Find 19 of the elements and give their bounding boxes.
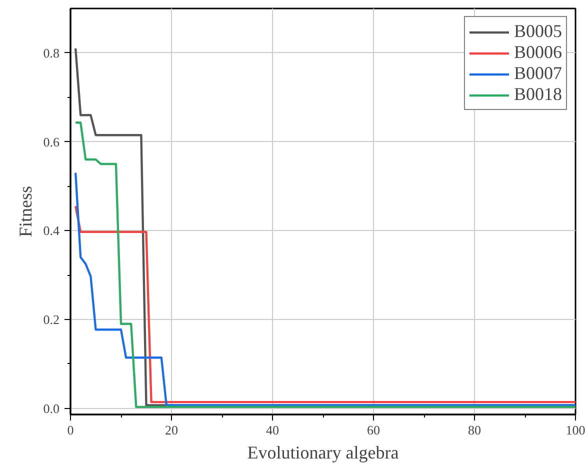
x-tick-label: 0 (67, 422, 74, 438)
line-series (74, 172, 576, 406)
legend-label: B0018 (514, 84, 562, 105)
x-tick-label: 80 (468, 422, 481, 438)
legend-label: B0005 (514, 21, 562, 42)
y-axis-title: Fitness (15, 186, 36, 238)
line-series (74, 122, 576, 408)
legend-label: B0006 (514, 42, 562, 63)
x-tick-label: 100 (566, 422, 586, 438)
x-tick-label: 60 (367, 422, 380, 438)
y-tick-label: 0.0 (43, 400, 60, 416)
y-tick-label: 0.8 (43, 45, 60, 60)
x-axis-title: Evolutionary algebra (247, 442, 399, 462)
legend-label: B0007 (514, 63, 562, 84)
y-tick-label: 0.4 (43, 223, 60, 238)
y-tick-label: 0.2 (43, 312, 60, 327)
x-tick-label: 20 (165, 422, 178, 438)
x-tick-label: 40 (266, 422, 279, 438)
y-tick-label: 0.6 (43, 134, 60, 150)
